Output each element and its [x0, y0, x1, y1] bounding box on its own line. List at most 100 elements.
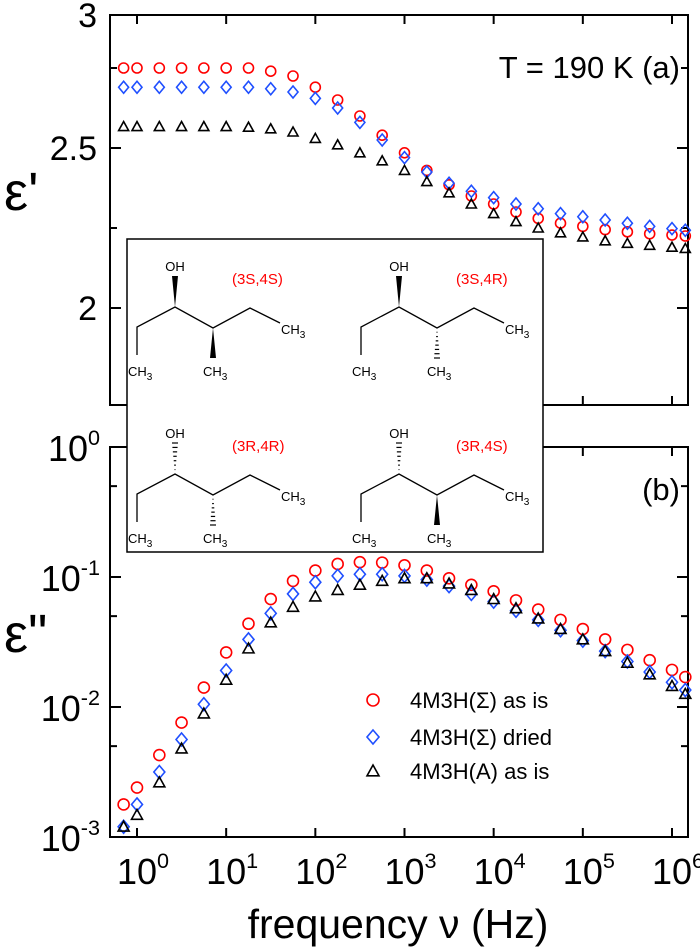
- tick-base: 10: [48, 428, 88, 469]
- data-point: [308, 574, 322, 590]
- tick-exponent: 3: [425, 848, 437, 873]
- data-point: [376, 132, 389, 148]
- wedge-bond: [396, 276, 402, 307]
- panel-b-markers: [116, 555, 693, 835]
- legend-label: 4M3H(Σ) as is: [410, 688, 548, 713]
- data-point: [531, 603, 545, 616]
- data-point: [598, 633, 612, 646]
- data-point: [197, 681, 211, 694]
- data-point: [465, 183, 478, 199]
- data-point: [621, 215, 634, 231]
- ch3-text: CH: [352, 364, 371, 379]
- data-point: [286, 599, 300, 613]
- oh-label: OH: [165, 259, 185, 274]
- tick-exponent: 0: [157, 848, 169, 873]
- series-1: [117, 566, 692, 835]
- tick-base: 10: [563, 851, 603, 892]
- stereo-label: (3S,4S): [232, 271, 283, 288]
- ch3-label: CH3: [203, 531, 228, 550]
- data-point: [354, 110, 366, 122]
- data-point: [116, 819, 131, 832]
- tick-exponent: 4: [514, 848, 526, 873]
- data-point: [286, 586, 300, 602]
- data-point: [509, 594, 523, 607]
- series-2: [117, 119, 692, 254]
- panel-b-label: (b): [642, 472, 680, 507]
- data-point: [509, 196, 523, 212]
- y-tick-label: 2.5: [50, 130, 97, 168]
- data-point: [665, 221, 679, 236]
- x-tick-label: 100: [117, 848, 169, 892]
- panel-a-markers: [117, 62, 692, 254]
- ch3-subscript: 3: [524, 330, 530, 341]
- data-point: [531, 611, 546, 624]
- data-point: [117, 79, 130, 95]
- data-point: [464, 197, 478, 209]
- data-point: [665, 240, 679, 252]
- ch3-subscript: 3: [147, 372, 153, 383]
- data-point: [398, 147, 411, 159]
- data-point: [308, 131, 322, 144]
- y-tick-label: 10-1: [41, 555, 100, 599]
- data-point: [130, 807, 144, 821]
- data-point: [598, 643, 613, 657]
- oh-label: OH: [389, 426, 409, 441]
- ch3-subscript: 3: [371, 372, 377, 383]
- data-point: [553, 621, 568, 635]
- legend-entry: 4M3H(Σ) dried: [365, 725, 552, 750]
- ch3-subscript: 3: [446, 372, 452, 383]
- data-point: [286, 84, 300, 100]
- tick-exponent: -3: [81, 815, 100, 840]
- ch3-text: CH: [203, 364, 222, 379]
- legend-marker-triangle: [365, 763, 381, 777]
- data-point: [679, 230, 692, 242]
- ch3-label: CH3: [427, 531, 452, 550]
- data-point: [152, 119, 166, 132]
- data-point: [643, 219, 656, 234]
- data-point: [420, 571, 434, 588]
- data-point: [219, 662, 233, 679]
- data-point: [242, 617, 255, 631]
- tick-exponent: 6: [692, 848, 700, 873]
- data-point: [665, 674, 679, 690]
- data-point: [509, 214, 523, 227]
- legend-label: 4M3H(Σ) dried: [410, 725, 552, 750]
- ch3-subscript: 3: [222, 539, 228, 550]
- tick-base: 10: [41, 818, 81, 859]
- data-point: [308, 589, 323, 602]
- data-point: [643, 227, 656, 240]
- carbon-chain: [360, 306, 505, 355]
- data-point: [376, 129, 388, 141]
- legend-entry: 4M3H(A) as is: [365, 759, 549, 784]
- data-point: [598, 234, 612, 246]
- data-point: [331, 568, 345, 584]
- data-point: [375, 154, 389, 166]
- ch3-subscript: 3: [300, 497, 306, 508]
- data-point: [375, 556, 389, 569]
- tick-base: 10: [41, 558, 81, 599]
- data-point: [130, 79, 144, 95]
- series-0: [117, 62, 692, 242]
- data-point: [554, 613, 567, 627]
- inset-frame: [126, 238, 544, 553]
- data-point: [242, 79, 255, 95]
- ch3-label: CH3: [281, 322, 306, 341]
- ch3-text: CH: [427, 531, 446, 546]
- tick-exponent: -2: [81, 685, 100, 710]
- wedge-bond: [172, 276, 178, 307]
- data-point: [330, 582, 345, 596]
- tick-base: 10: [117, 851, 157, 892]
- data-point: [331, 100, 344, 116]
- temperature-annotation: T = 190 K (a): [499, 50, 680, 85]
- data-point: [117, 818, 131, 835]
- x-tick-label: 105: [563, 848, 615, 892]
- data-point: [197, 119, 211, 132]
- data-point: [353, 577, 367, 590]
- legend-entry: 4M3H(Σ) as is: [366, 688, 548, 713]
- tick-exponent: 0: [88, 425, 100, 450]
- ch3-label: CH3: [505, 489, 530, 508]
- ch3-label: CH3: [281, 489, 306, 508]
- data-point: [464, 582, 479, 596]
